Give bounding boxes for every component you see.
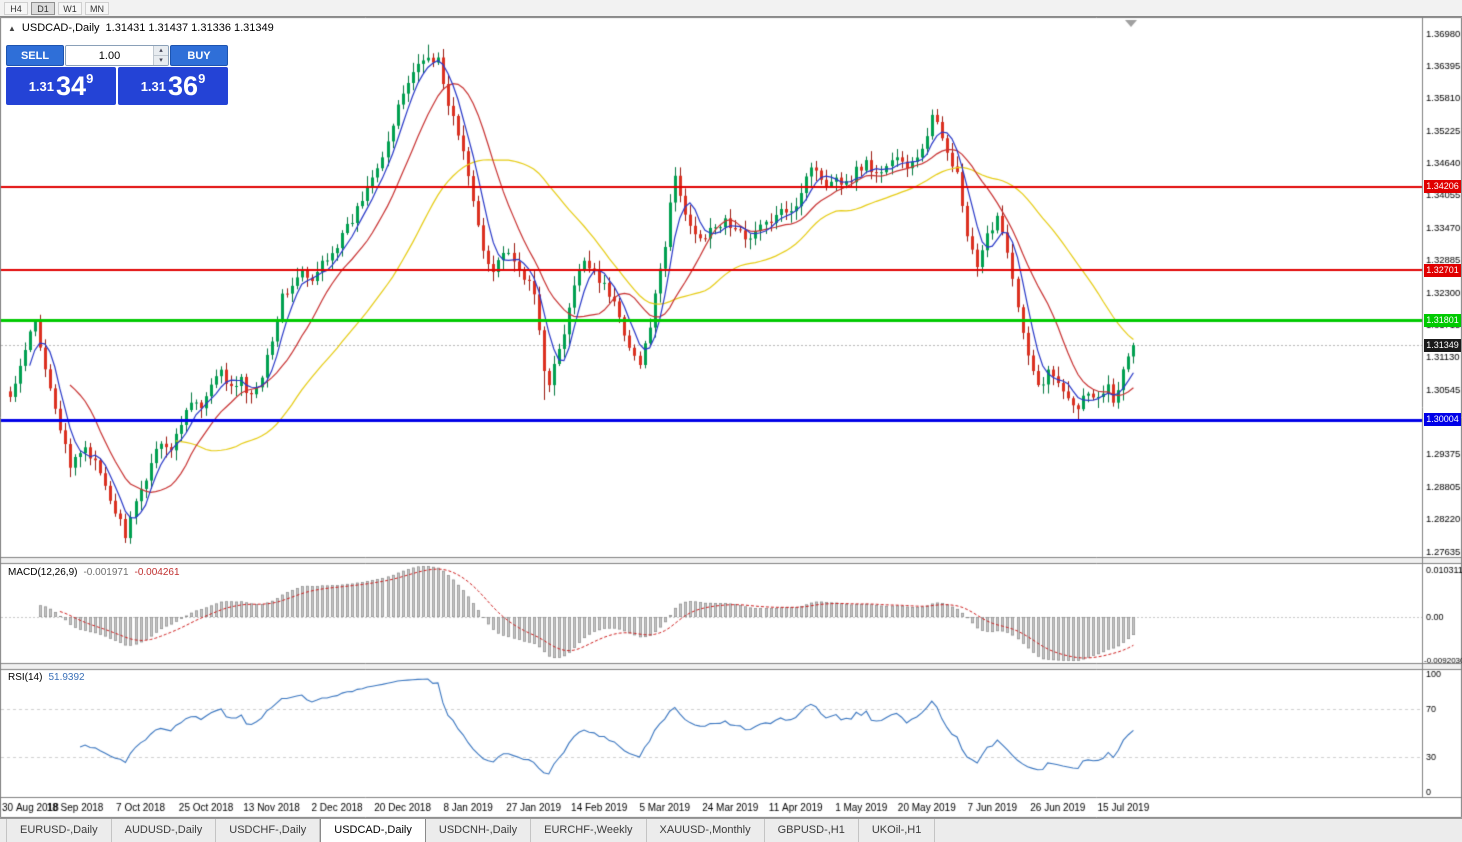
chart-tab-xauusd-monthly[interactable]: XAUUSD-,Monthly: [647, 819, 765, 842]
rsi-value: 51.9392: [48, 672, 85, 683]
rsi-indicator-label: RSI(14) 51.9392: [8, 672, 85, 683]
buy-price-sup: 9: [198, 71, 206, 86]
macd-main-value: -0.001971: [83, 567, 129, 578]
volume-spinner-arrows: ▴ ▾: [153, 46, 168, 65]
chart-symbol-label: USDCAD-,Daily: [21, 22, 100, 34]
trade-prices-row: 1.31 34 9 1.31 36 9: [6, 67, 228, 105]
collapse-trade-panel-icon[interactable]: ▲: [8, 23, 16, 33]
chart-tab-gbpusd-h1[interactable]: GBPUSD-,H1: [765, 819, 859, 842]
sell-button[interactable]: SELL: [6, 45, 64, 66]
chart-tab-usdcad-daily[interactable]: USDCAD-,Daily: [320, 819, 426, 842]
current-price-tag: 1.31349: [1424, 338, 1461, 352]
buy-button[interactable]: BUY: [170, 45, 228, 66]
chart-tab-ukoil-h1[interactable]: UKOil-,H1: [859, 819, 936, 842]
volume-input[interactable]: [66, 46, 153, 65]
sell-price-sup: 9: [86, 71, 94, 86]
timeframe-button-w1[interactable]: W1: [58, 1, 82, 15]
chart-ohlc-values: 1.31431 1.31437 1.31336 1.31349: [105, 22, 274, 34]
chart-tab-bar: EURUSD-,Daily AUDUSD-,Daily USDCHF-,Daily U…: [0, 818, 1462, 842]
volume-decrease-icon[interactable]: ▾: [154, 56, 168, 65]
timeframe-toolbar: H4 D1 W1 MN: [0, 0, 1462, 17]
timeframe-button-mn[interactable]: MN: [85, 1, 109, 15]
chart-tab-audusd-daily[interactable]: AUDUSD-,Daily: [112, 819, 217, 842]
macd-signal-value: -0.004261: [134, 567, 180, 578]
trade-buttons-row: SELL ▴ ▾ BUY: [6, 45, 228, 66]
chart-title: ▲ USDCAD-,Daily 1.31431 1.31437 1.31336 …: [8, 22, 274, 34]
buy-price-prefix: 1.31: [140, 78, 167, 94]
macd-name: MACD(12,26,9): [8, 567, 78, 578]
volume-spinner: ▴ ▾: [65, 45, 169, 66]
buy-price-main: 36: [168, 70, 199, 101]
sell-price-display[interactable]: 1.31 34 9: [6, 67, 116, 105]
timeframe-button-d1[interactable]: D1: [31, 1, 55, 15]
price-level-tag: 1.34206: [1424, 180, 1461, 194]
timeframe-button-h4[interactable]: H4: [4, 1, 28, 15]
buy-price-display[interactable]: 1.31 36 9: [118, 67, 228, 105]
chart-tab-usdchf-daily[interactable]: USDCHF-,Daily: [216, 819, 321, 842]
price-level-tag: 1.32701: [1424, 263, 1461, 277]
sell-price-main: 34: [56, 70, 87, 101]
rsi-name: RSI(14): [8, 672, 43, 683]
chart-tab-usdcnh-daily[interactable]: USDCNH-,Daily: [426, 819, 532, 842]
chart-tab-eurusd-daily[interactable]: EURUSD-,Daily: [6, 819, 112, 842]
macd-indicator-label: MACD(12,26,9) -0.001971 -0.004261: [8, 567, 180, 578]
price-level-tag: 1.31801: [1424, 313, 1461, 327]
chart-tab-eurchf-weekly[interactable]: EURCHF-,Weekly: [531, 819, 647, 842]
sell-price-prefix: 1.31: [28, 78, 55, 94]
volume-increase-icon[interactable]: ▴: [154, 46, 168, 56]
price-level-tag: 1.30004: [1424, 413, 1461, 427]
